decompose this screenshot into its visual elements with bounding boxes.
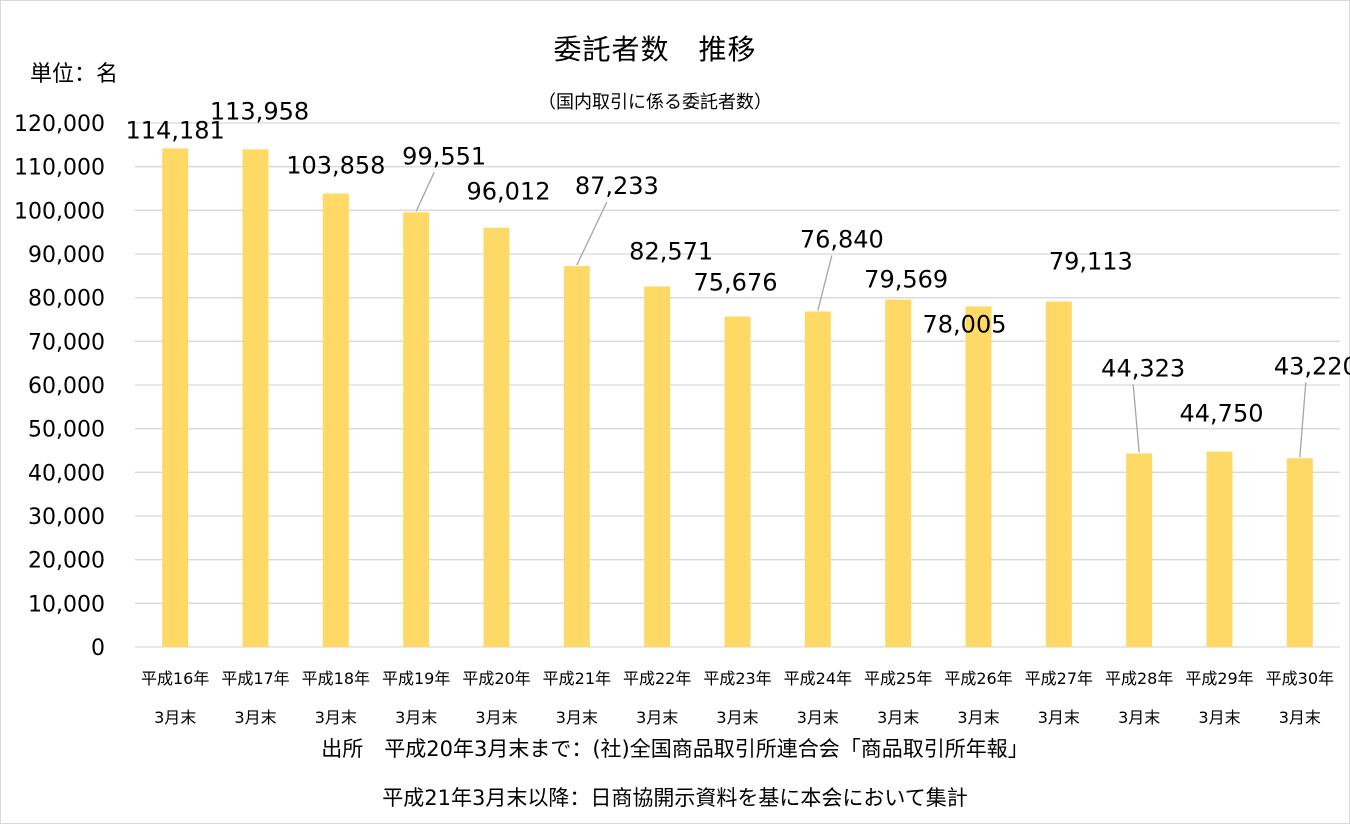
x-category-label: 平成27年 — [1025, 669, 1093, 688]
chart-subtitle: （国内取引に係る委託者数） — [538, 92, 772, 113]
y-tick-label: 100,000 — [14, 199, 105, 224]
data-label: 99,551 — [402, 142, 486, 170]
bar — [242, 149, 269, 647]
y-tick-label: 50,000 — [28, 418, 105, 443]
y-tick-label: 70,000 — [28, 330, 105, 355]
y-tick-label: 120,000 — [14, 112, 105, 137]
x-category-sublabel: 3月末 — [315, 708, 357, 727]
chart-title: 委託者数 推移 — [553, 33, 757, 66]
y-tick-label: 40,000 — [28, 461, 105, 486]
x-category-label: 平成23年 — [703, 669, 771, 688]
data-label: 82,571 — [629, 237, 713, 265]
x-category-sublabel: 3月末 — [1198, 708, 1240, 727]
bar — [563, 266, 590, 647]
y-tick-label: 30,000 — [28, 505, 105, 530]
data-label: 114,181 — [126, 116, 225, 144]
leader-line — [817, 255, 833, 311]
x-category-label: 平成30年 — [1266, 669, 1334, 688]
x-category-sublabel: 3月末 — [234, 708, 276, 727]
bar — [1206, 451, 1233, 647]
leader-line — [415, 172, 435, 212]
bar — [162, 148, 189, 647]
y-tick-label: 10,000 — [28, 592, 105, 617]
x-category-label: 平成26年 — [944, 669, 1012, 688]
x-category-sublabel: 3月末 — [716, 708, 758, 727]
y-tick-label: 20,000 — [28, 549, 105, 574]
x-category-label: 平成20年 — [462, 669, 530, 688]
data-label: 113,958 — [210, 97, 309, 125]
x-category-label: 平成16年 — [141, 669, 209, 688]
bar — [724, 316, 751, 647]
bar — [1045, 301, 1072, 647]
bar — [965, 306, 992, 647]
leader-line — [576, 201, 608, 266]
y-tick-label: 0 — [91, 636, 105, 661]
x-category-label: 平成28年 — [1105, 669, 1173, 688]
y-axis-ticks: 0 10,000 20,000 30,000 40,000 50,000 60,000 70,… — [14, 112, 105, 661]
data-label: 79,113 — [1049, 248, 1133, 276]
bar — [885, 299, 912, 647]
bar — [1286, 458, 1313, 647]
data-label: 76,840 — [800, 225, 884, 253]
data-label: 78,005 — [923, 310, 1007, 338]
source-note-2: 平成21年3月末以降：日商協開示資料を基に本会において集計 — [382, 786, 968, 810]
x-category-sublabel: 3月末 — [556, 708, 598, 727]
x-category-label: 平成19年 — [382, 669, 450, 688]
bar — [403, 212, 430, 648]
data-label: 44,750 — [1180, 400, 1264, 428]
x-category-label: 平成29年 — [1185, 669, 1253, 688]
x-category-label: 平成24年 — [784, 669, 852, 688]
y-tick-label: 80,000 — [28, 287, 105, 312]
source-note-1: 出所 平成20年3月末まで：(社)全国商品取引所連合会「商品取引所年報」 — [321, 737, 1029, 761]
data-label: 103,858 — [286, 151, 385, 179]
x-category-sublabel: 3月末 — [475, 708, 517, 727]
x-category-label: 平成21年 — [543, 669, 611, 688]
data-label: 44,323 — [1101, 354, 1185, 382]
data-label: 75,676 — [694, 269, 778, 297]
data-label: 87,233 — [575, 172, 659, 200]
leader-line — [1132, 384, 1140, 453]
unit-label: 単位：名 — [30, 62, 119, 87]
bar — [483, 227, 510, 647]
bar — [322, 193, 349, 647]
x-category-sublabel: 3月末 — [1038, 708, 1080, 727]
x-category-sublabel: 3月末 — [1279, 708, 1321, 727]
x-category-sublabel: 3月末 — [1118, 708, 1160, 727]
x-category-sublabel: 3月末 — [154, 708, 196, 727]
x-category-label: 平成22年 — [623, 669, 691, 688]
bar — [804, 311, 831, 647]
x-category-label: 平成17年 — [221, 669, 289, 688]
data-label: 96,012 — [467, 178, 551, 206]
x-category-sublabel: 3月末 — [877, 708, 919, 727]
y-tick-label: 110,000 — [14, 156, 105, 181]
x-category-sublabel: 3月末 — [636, 708, 678, 727]
x-category-sublabel: 3月末 — [797, 708, 839, 727]
bars — [162, 148, 1313, 648]
y-tick-label: 60,000 — [28, 374, 105, 399]
bar — [1126, 453, 1153, 647]
data-label: 79,569 — [864, 266, 948, 294]
leader-line — [1299, 382, 1307, 458]
x-category-label: 平成18年 — [302, 669, 370, 688]
x-axis-categories: 平成16年 3月末 平成17年 3月末 平成18年 3月末 平成19年 3月末 平成20年 3月末… — [141, 669, 1334, 727]
y-tick-label: 90,000 — [28, 243, 105, 268]
leader-lines — [415, 172, 1307, 458]
x-category-label: 平成25年 — [864, 669, 932, 688]
x-category-sublabel: 3月末 — [395, 708, 437, 727]
data-label: 43,220 — [1274, 352, 1350, 380]
bar — [644, 286, 671, 647]
x-category-sublabel: 3月末 — [957, 708, 999, 727]
